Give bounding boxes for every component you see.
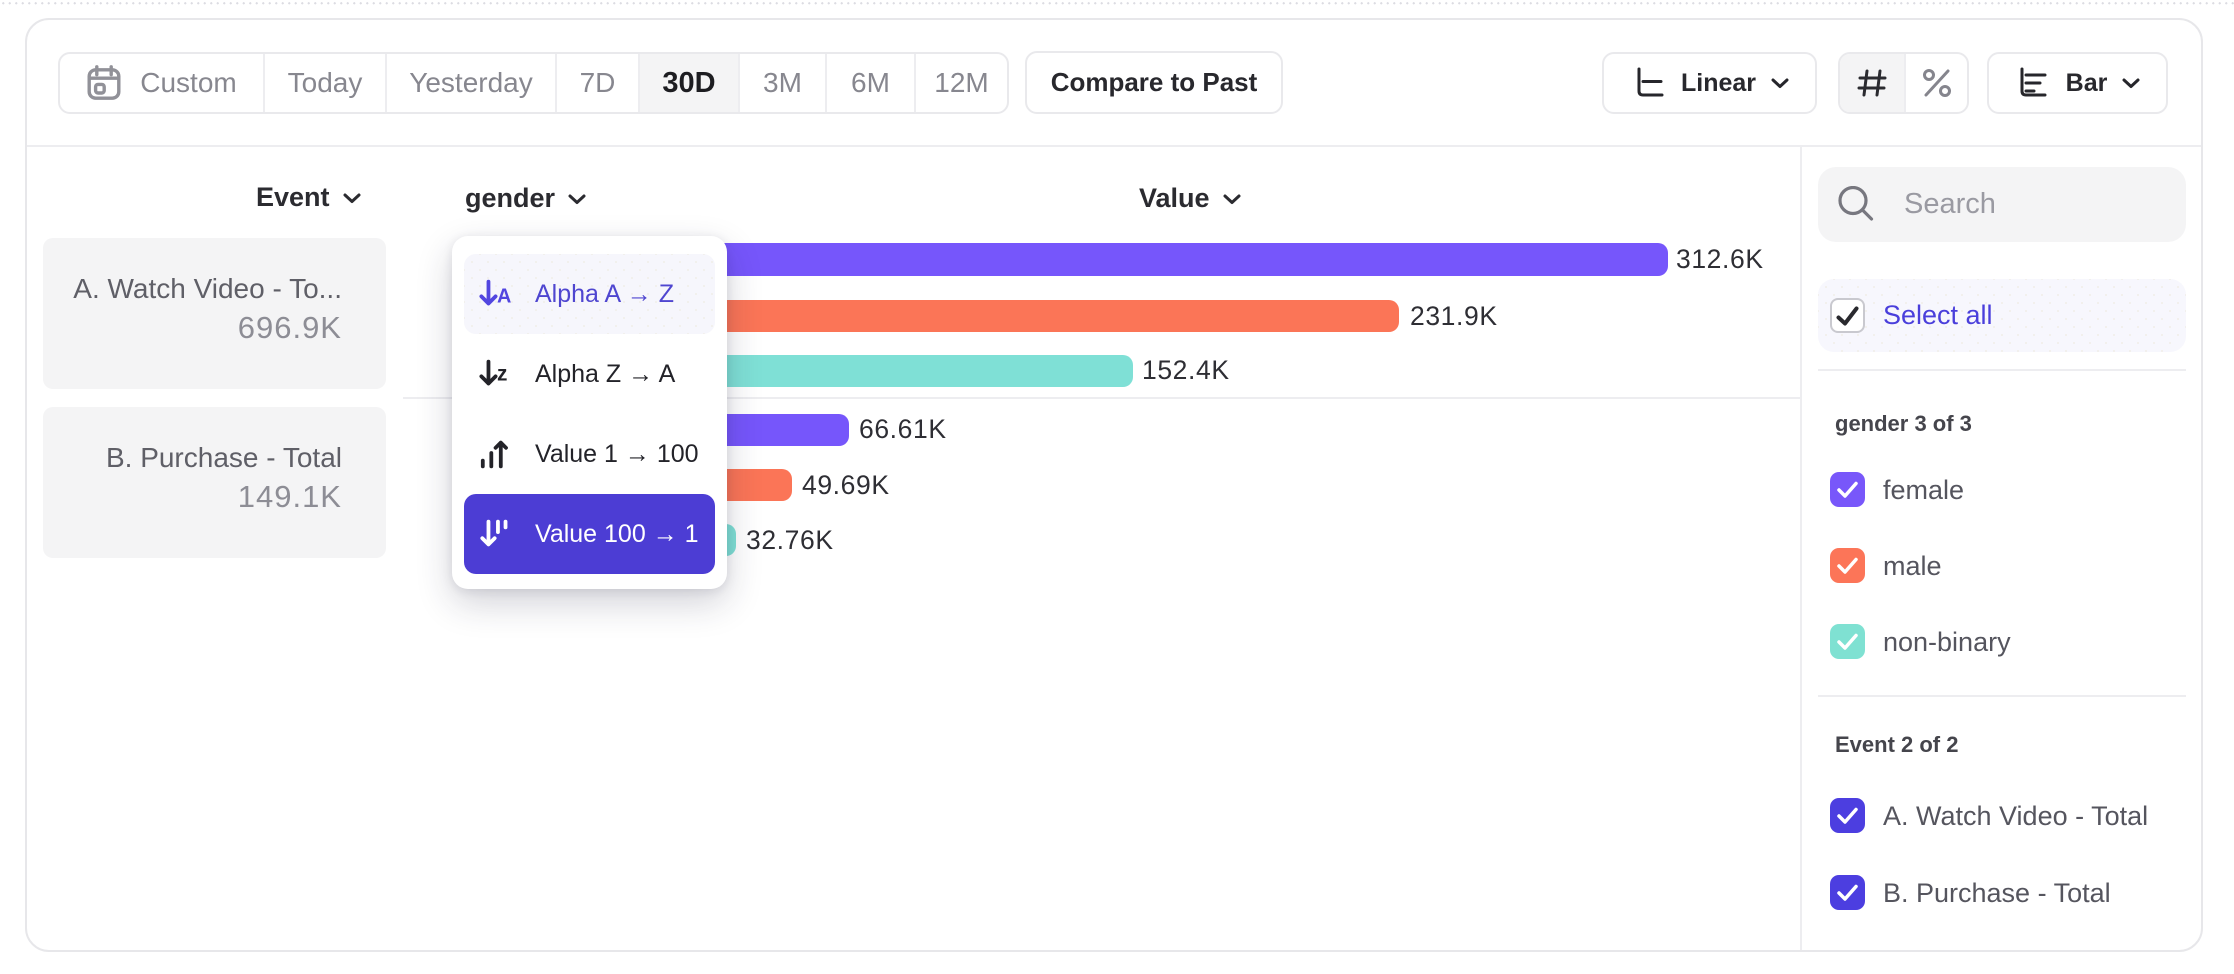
svg-text:z: z <box>497 363 507 386</box>
svg-text:A: A <box>497 286 511 308</box>
